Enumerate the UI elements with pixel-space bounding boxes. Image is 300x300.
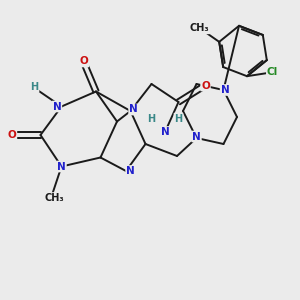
Text: N: N <box>57 161 66 172</box>
Text: N: N <box>192 131 201 142</box>
Text: CH₃: CH₃ <box>190 23 209 33</box>
Text: N: N <box>126 166 135 176</box>
Text: CH₃: CH₃ <box>44 193 64 203</box>
Text: N: N <box>129 104 138 115</box>
Text: O: O <box>8 130 16 140</box>
Text: H: H <box>174 113 183 124</box>
Text: O: O <box>80 56 88 67</box>
Text: H: H <box>147 113 156 124</box>
Text: N: N <box>160 127 169 137</box>
Text: Cl: Cl <box>267 67 278 77</box>
Text: H: H <box>30 82 39 92</box>
Text: N: N <box>220 85 230 95</box>
Text: N: N <box>52 101 62 112</box>
Text: O: O <box>201 80 210 91</box>
